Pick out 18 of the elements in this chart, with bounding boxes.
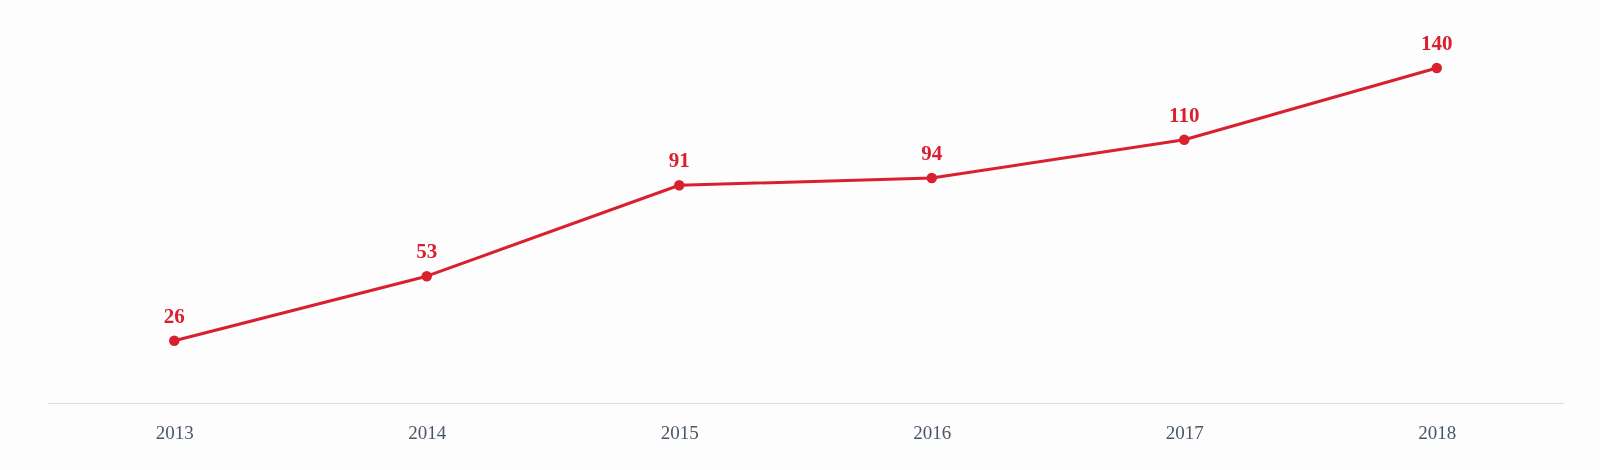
data-label: 140 — [1421, 31, 1453, 55]
x-tick-label: 2016 — [913, 421, 952, 443]
point — [926, 172, 937, 184]
point — [1431, 62, 1442, 74]
x-tick-label: 2018 — [1418, 421, 1457, 443]
point — [421, 270, 432, 282]
x-tick-label: 2013 — [155, 421, 194, 443]
x-tick-label: 2017 — [1165, 421, 1204, 443]
data-label: 94 — [921, 141, 943, 166]
point — [1179, 134, 1190, 146]
x-tick-label: 2014 — [408, 421, 447, 443]
data-label: 91 — [668, 148, 690, 173]
point — [674, 180, 685, 191]
data-label: 53 — [416, 239, 438, 264]
point — [169, 335, 180, 347]
data-label: 110 — [1169, 102, 1200, 127]
data-label: 26 — [163, 303, 185, 328]
x-tick-label: 2015 — [660, 421, 699, 443]
